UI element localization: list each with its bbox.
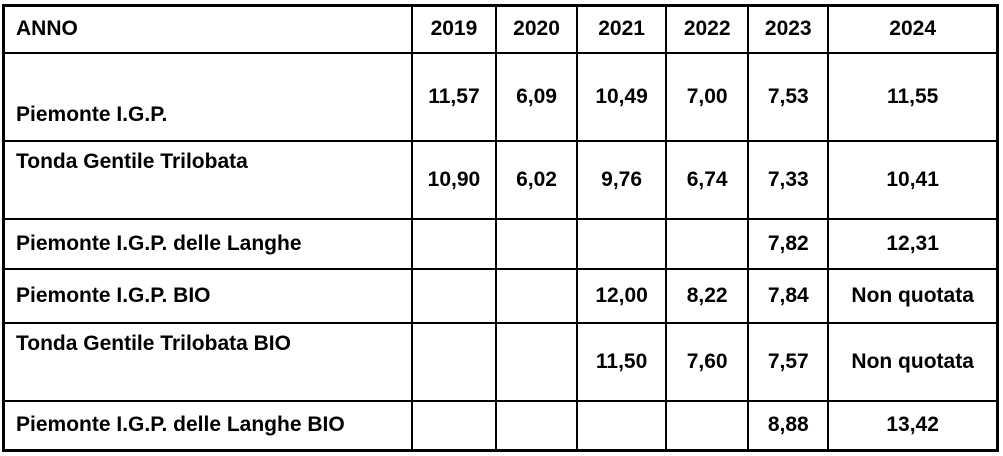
row-label: Tonda Gentile Trilobata [2, 139, 413, 220]
header-year-2020: 2020 [494, 4, 579, 54]
value-cell: 12,31 [827, 217, 999, 270]
value-cell [576, 399, 668, 452]
header-year-2024: 2024 [827, 4, 999, 54]
header-year-2019: 2019 [410, 4, 497, 54]
value-cell: 13,42 [827, 399, 999, 452]
value-cell: 11,55 [827, 51, 999, 142]
value-cell: 9,76 [576, 139, 668, 220]
header-anno: ANNO [2, 4, 413, 54]
row-piemonte-igp-delle-langhe: Piemonte I.G.P. delle Langhe 7,82 12,31 [2, 217, 999, 270]
value-cell: 7,53 [747, 51, 830, 142]
value-cell: 7,82 [747, 217, 830, 270]
value-cell: 7,60 [665, 321, 750, 402]
value-cell [494, 321, 579, 402]
row-label: Piemonte I.G.P. delle Langhe [2, 217, 413, 270]
header-year-2023: 2023 [747, 4, 830, 54]
value-cell: 6,09 [494, 51, 579, 142]
value-cell: 10,41 [827, 139, 999, 220]
value-cell: 10,49 [576, 51, 668, 142]
value-cell: 11,57 [410, 51, 497, 142]
row-piemonte-igp-delle-langhe-bio: Piemonte I.G.P. delle Langhe BIO 8,88 13… [2, 399, 999, 452]
header-year-2021: 2021 [576, 4, 668, 54]
value-cell [494, 267, 579, 324]
value-cell [576, 217, 668, 270]
value-cell: 11,50 [576, 321, 668, 402]
value-cell [410, 399, 497, 452]
value-cell: 7,33 [747, 139, 830, 220]
row-label: Piemonte I.G.P. [2, 51, 413, 142]
value-cell: 6,02 [494, 139, 579, 220]
value-cell: 12,00 [576, 267, 668, 324]
value-cell [665, 399, 750, 452]
value-cell: 6,74 [665, 139, 750, 220]
row-label: Tonda Gentile Trilobata BIO [2, 321, 413, 402]
value-cell: 7,57 [747, 321, 830, 402]
row-piemonte-igp-bio: Piemonte I.G.P. BIO 12,00 8,22 7,84 Non … [2, 267, 999, 324]
value-cell [665, 217, 750, 270]
value-cell: 8,88 [747, 399, 830, 452]
value-cell: 7,84 [747, 267, 830, 324]
value-cell [410, 217, 497, 270]
value-cell [494, 217, 579, 270]
row-tonda-gentile-trilobata-bio: Tonda Gentile Trilobata BIO 11,50 7,60 7… [2, 321, 999, 402]
value-cell [494, 399, 579, 452]
value-cell [410, 321, 497, 402]
value-cell: 8,22 [665, 267, 750, 324]
row-label: Piemonte I.G.P. BIO [2, 267, 413, 324]
value-cell: 7,00 [665, 51, 750, 142]
value-cell: Non quotata [827, 321, 999, 402]
hazelnut-price-table: ANNO 2019 2020 2021 2022 2023 2024 Piemo… [2, 4, 999, 452]
row-piemonte-igp: Piemonte I.G.P. 11,57 6,09 10,49 7,00 7,… [2, 51, 999, 142]
row-label: Piemonte I.G.P. delle Langhe BIO [2, 399, 413, 452]
header-row: ANNO 2019 2020 2021 2022 2023 2024 [2, 4, 999, 54]
value-cell: 10,90 [410, 139, 497, 220]
header-year-2022: 2022 [665, 4, 750, 54]
row-tonda-gentile-trilobata: Tonda Gentile Trilobata 10,90 6,02 9,76 … [2, 139, 999, 220]
value-cell: Non quotata [827, 267, 999, 324]
value-cell [410, 267, 497, 324]
